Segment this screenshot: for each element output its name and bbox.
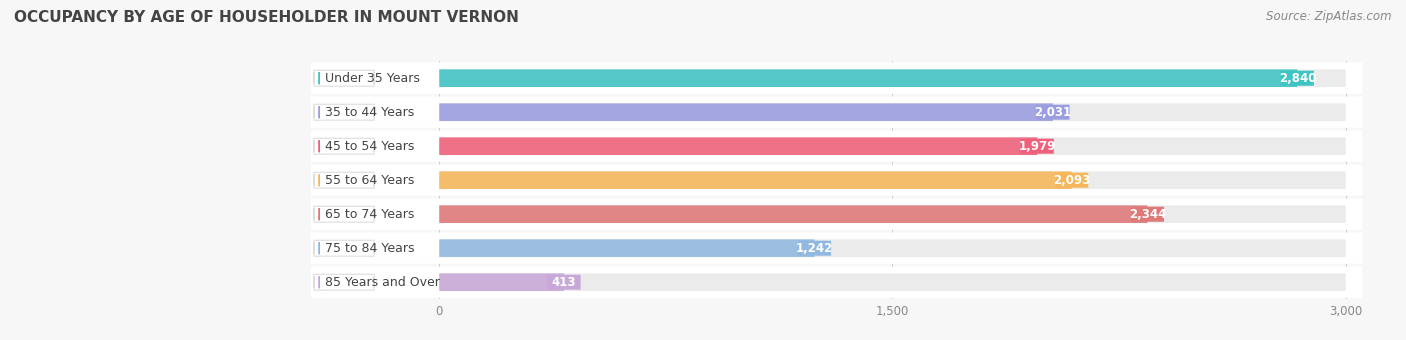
FancyBboxPatch shape bbox=[439, 205, 1147, 223]
Text: 85 Years and Over: 85 Years and Over bbox=[325, 276, 440, 289]
FancyBboxPatch shape bbox=[439, 69, 1298, 87]
FancyBboxPatch shape bbox=[1054, 173, 1088, 188]
Text: 75 to 84 Years: 75 to 84 Years bbox=[325, 242, 415, 255]
Text: 413: 413 bbox=[551, 276, 576, 289]
FancyBboxPatch shape bbox=[314, 70, 374, 86]
FancyBboxPatch shape bbox=[439, 137, 1346, 155]
Text: 2,093: 2,093 bbox=[1053, 174, 1090, 187]
FancyBboxPatch shape bbox=[311, 199, 1362, 230]
Text: 2,840: 2,840 bbox=[1278, 72, 1316, 85]
Text: 2,031: 2,031 bbox=[1035, 106, 1071, 119]
FancyBboxPatch shape bbox=[439, 205, 1346, 223]
FancyBboxPatch shape bbox=[1281, 71, 1315, 86]
Text: 1,242: 1,242 bbox=[796, 242, 834, 255]
Text: 1,979: 1,979 bbox=[1018, 140, 1056, 153]
Text: 55 to 64 Years: 55 to 64 Years bbox=[325, 174, 415, 187]
FancyBboxPatch shape bbox=[439, 69, 1346, 87]
FancyBboxPatch shape bbox=[439, 103, 1053, 121]
FancyBboxPatch shape bbox=[439, 103, 1346, 121]
FancyBboxPatch shape bbox=[311, 267, 1362, 298]
FancyBboxPatch shape bbox=[439, 273, 564, 291]
FancyBboxPatch shape bbox=[314, 274, 374, 290]
FancyBboxPatch shape bbox=[311, 131, 1362, 162]
FancyBboxPatch shape bbox=[439, 137, 1038, 155]
FancyBboxPatch shape bbox=[439, 171, 1346, 189]
Text: OCCUPANCY BY AGE OF HOUSEHOLDER IN MOUNT VERNON: OCCUPANCY BY AGE OF HOUSEHOLDER IN MOUNT… bbox=[14, 10, 519, 25]
FancyBboxPatch shape bbox=[439, 239, 1346, 257]
FancyBboxPatch shape bbox=[311, 233, 1362, 264]
FancyBboxPatch shape bbox=[1130, 207, 1164, 222]
Text: 65 to 74 Years: 65 to 74 Years bbox=[325, 208, 415, 221]
FancyBboxPatch shape bbox=[1036, 105, 1070, 120]
FancyBboxPatch shape bbox=[314, 240, 374, 256]
FancyBboxPatch shape bbox=[439, 273, 1346, 291]
Text: 35 to 44 Years: 35 to 44 Years bbox=[325, 106, 415, 119]
FancyBboxPatch shape bbox=[311, 97, 1362, 128]
FancyBboxPatch shape bbox=[439, 171, 1071, 189]
FancyBboxPatch shape bbox=[547, 275, 581, 290]
Text: Under 35 Years: Under 35 Years bbox=[325, 72, 420, 85]
FancyBboxPatch shape bbox=[439, 239, 814, 257]
FancyBboxPatch shape bbox=[311, 63, 1362, 94]
FancyBboxPatch shape bbox=[314, 206, 374, 222]
FancyBboxPatch shape bbox=[797, 241, 831, 256]
FancyBboxPatch shape bbox=[311, 165, 1362, 196]
Text: 45 to 54 Years: 45 to 54 Years bbox=[325, 140, 415, 153]
FancyBboxPatch shape bbox=[314, 104, 374, 120]
Text: Source: ZipAtlas.com: Source: ZipAtlas.com bbox=[1267, 10, 1392, 23]
FancyBboxPatch shape bbox=[314, 138, 374, 154]
FancyBboxPatch shape bbox=[1021, 139, 1054, 154]
Text: 2,344: 2,344 bbox=[1129, 208, 1166, 221]
FancyBboxPatch shape bbox=[314, 172, 374, 188]
